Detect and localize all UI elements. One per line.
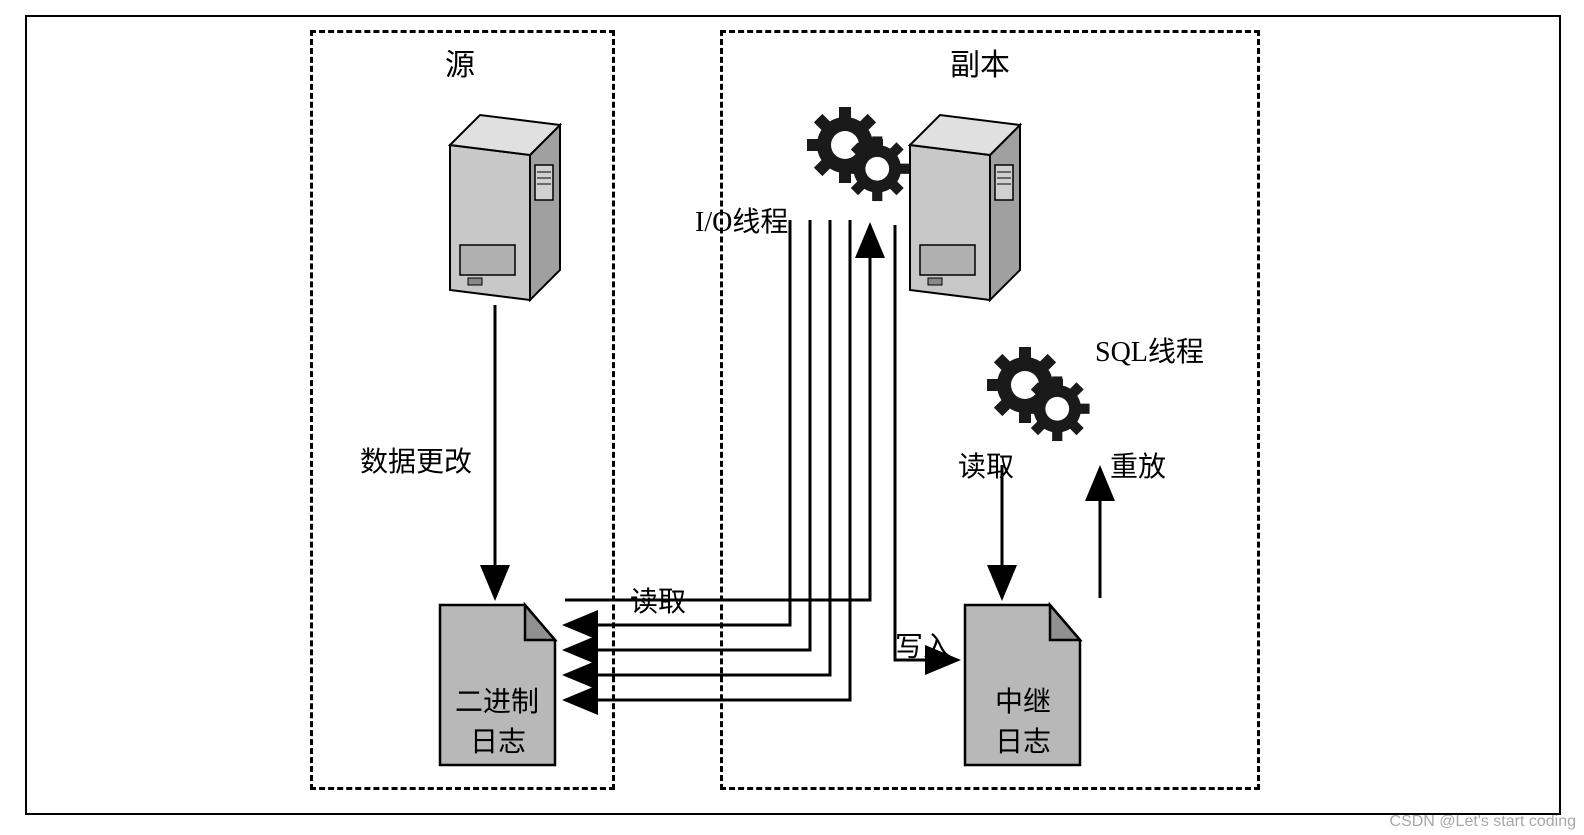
replay-label: 重放	[1110, 445, 1166, 485]
watermark: CSDN @Let's start coding	[1390, 813, 1576, 831]
replay-arrow	[0, 0, 1584, 835]
sql-thread-label: SQL线程	[1095, 330, 1204, 370]
diagram-canvas: 源 副本	[0, 0, 1584, 835]
